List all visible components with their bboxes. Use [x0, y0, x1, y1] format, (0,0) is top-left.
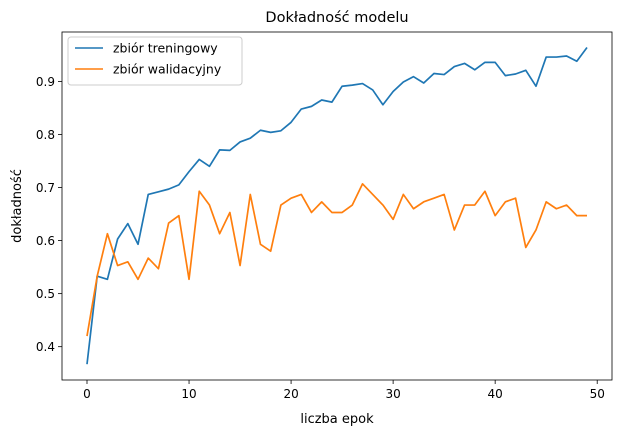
legend: zbiór treningowy zbiór walidacyjny — [67, 36, 243, 86]
legend-box — [67, 36, 243, 86]
y-tick-label: 0.9 — [36, 75, 55, 89]
x-tick-label: 20 — [283, 387, 298, 401]
legend-label-series-1: zbiór walidacyjny — [113, 62, 222, 77]
x-axis-label: liczba epok — [300, 412, 374, 427]
y-tick-label: 0.5 — [36, 287, 55, 301]
x-tick-label: 0 — [83, 387, 91, 401]
series-line-0 — [86, 46, 588, 365]
x-tick-label: 40 — [488, 387, 503, 401]
chart-title: Dokładność modelu — [265, 10, 408, 26]
x-tick-label: 10 — [181, 387, 196, 401]
y-axis-ticks: 0.4 0.5 0.6 0.7 0.8 0.9 — [36, 75, 62, 354]
y-tick-label: 0.6 — [36, 234, 55, 248]
x-axis-ticks: 0 10 20 30 40 50 — [83, 380, 605, 401]
series-line-1 — [86, 182, 587, 337]
y-axis-label: dokładność — [10, 169, 25, 243]
x-tick-label: 30 — [385, 387, 400, 401]
plot-frame — [61, 31, 613, 381]
legend-label-series-0: zbiór treningowy — [113, 41, 218, 56]
x-tick-label: 50 — [590, 387, 605, 401]
y-tick-label: 0.4 — [36, 340, 55, 354]
y-tick-label: 0.7 — [36, 181, 55, 195]
y-tick-label: 0.8 — [36, 128, 55, 142]
series-layer — [86, 46, 588, 365]
